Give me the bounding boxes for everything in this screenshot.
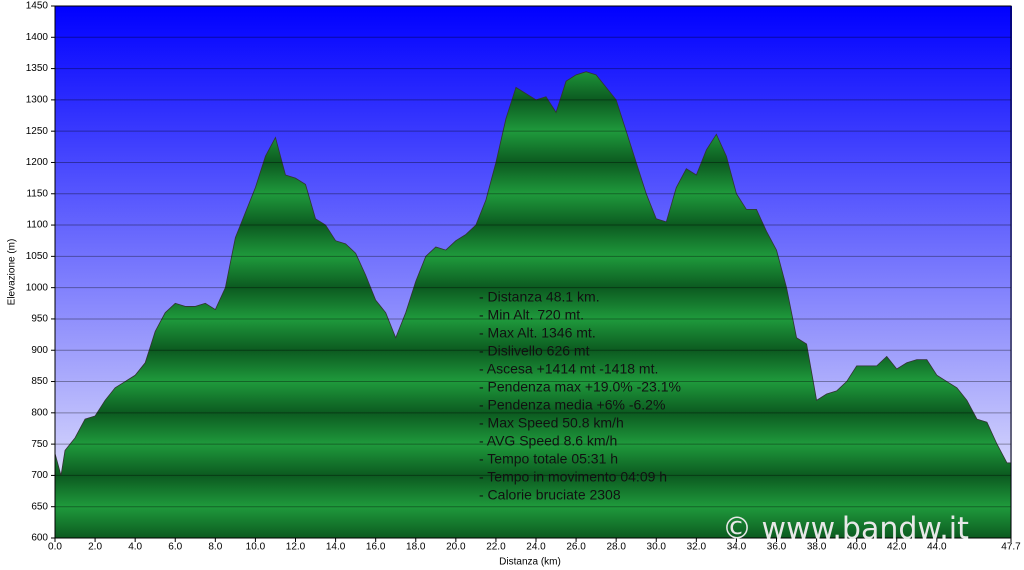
annotation: - Min Alt. 720 mt. (479, 307, 584, 323)
x-tick-label: 34.0 (727, 542, 747, 553)
y-tick-label: 650 (31, 501, 48, 512)
x-tick-label: 40.0 (847, 542, 867, 553)
annotation: - Tempo in movimento 04:09 h (479, 469, 667, 485)
x-tick-label: 12.0 (286, 542, 306, 553)
x-tick-label: 2.0 (88, 542, 102, 553)
x-tick-label: 24.0 (526, 542, 546, 553)
y-tick-label: 1400 (26, 32, 49, 43)
x-tick-label: 18.0 (406, 542, 426, 553)
watermark: © www.bandw.it (722, 512, 969, 547)
x-axis-label: Distanza (km) (499, 557, 561, 568)
y-tick-label: 600 (31, 533, 48, 544)
area (54, 71, 1012, 539)
x-tick-label: 32.0 (687, 542, 707, 553)
x-tick-label: 0.0 (48, 542, 62, 553)
y-tick-label: 900 (31, 345, 48, 356)
annotation: - Max Speed 50.8 km/h (479, 415, 624, 431)
annotation: - Distanza 48.1 km. (479, 289, 600, 305)
y-tick-label: 1250 (26, 126, 49, 137)
y-tick-label: 800 (31, 407, 48, 418)
x-tick-label: 8.0 (208, 542, 222, 553)
x-tick-label: 44.0 (927, 542, 947, 553)
y-tick-label: 750 (31, 439, 48, 450)
annotation: - Pendenza media +6% -6.2% (479, 397, 665, 413)
y-tick-label: 1300 (26, 95, 49, 106)
x-tick-label: 4.0 (128, 542, 142, 553)
x-tick-label: 42.0 (887, 542, 907, 553)
x-tick-label: 16.0 (366, 542, 386, 553)
x-tick-label: 38.0 (807, 542, 827, 553)
y-tick-label: 700 (31, 470, 48, 481)
y-tick-label: 1050 (26, 251, 49, 262)
annotation: - AVG Speed 8.6 km/h (479, 433, 617, 449)
x-tick-label: 36.0 (767, 542, 787, 553)
x-tick-label: 6.0 (168, 542, 182, 553)
x-tick-label: 28.0 (606, 542, 626, 553)
x-tick-label: 14.0 (326, 542, 346, 553)
plot-frame (54, 5, 1012, 539)
annotation: - Calorie bruciate 2308 (479, 487, 621, 503)
y-tick-label: 1150 (26, 188, 48, 199)
x-tick-label: 22.0 (486, 542, 506, 553)
annotation: - Max Alt. 1346 mt. (479, 325, 596, 341)
annotation: - Dislivello 626 mt (479, 343, 590, 359)
annotation: - Pendenza max +19.0% -23.1% (479, 379, 681, 395)
y-tick-label: 1450 (26, 1, 49, 12)
annotation: - Tempo totale 05:31 h (479, 451, 618, 467)
x-tick-label: 20.0 (446, 542, 466, 553)
annotation: - Ascesa +1414 mt -1418 mt. (479, 361, 658, 377)
x-tick-label: 10.0 (246, 542, 266, 553)
y-axis-label: Elevazione (m) (7, 239, 18, 306)
y-tick-label: 1000 (26, 282, 49, 293)
y-tick-label: 1350 (26, 63, 49, 74)
x-tick-label: 26.0 (566, 542, 586, 553)
y-tick-label: 1200 (26, 157, 49, 168)
x-tick-label: 30.0 (647, 542, 667, 553)
y-tick-label: 1100 (26, 220, 48, 231)
y-tick-label: 850 (31, 376, 48, 387)
x-tick-label: 47.7 (1001, 542, 1021, 553)
y-tick-label: 950 (31, 314, 48, 325)
